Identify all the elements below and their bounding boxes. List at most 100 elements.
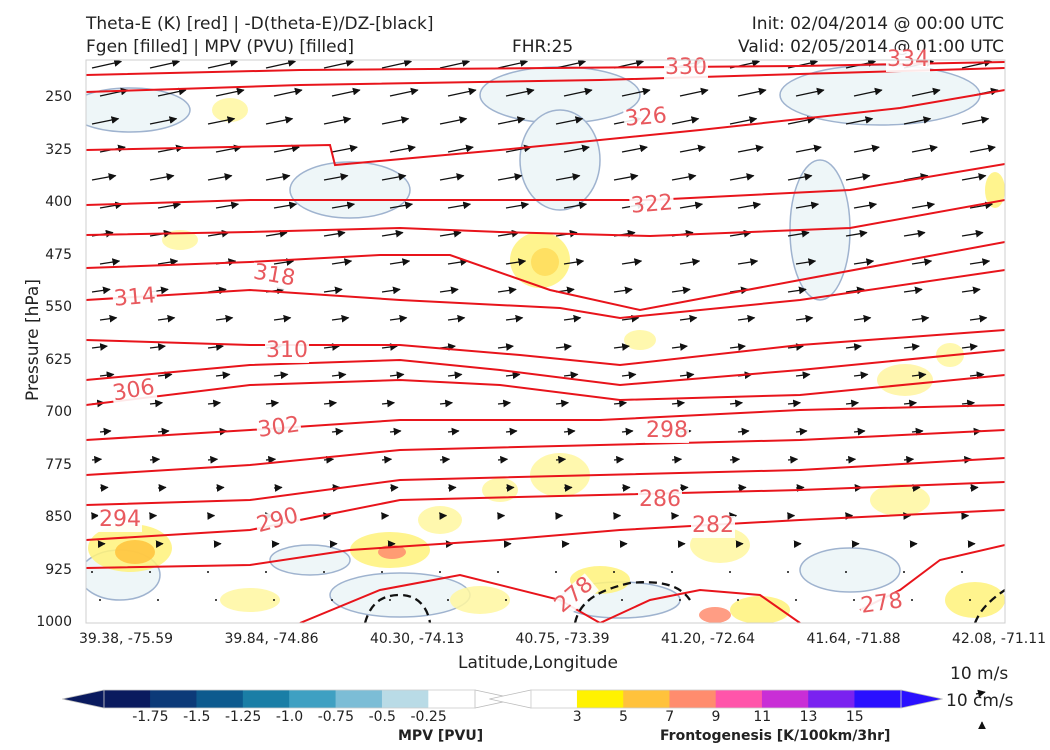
y-tick-label: 775 xyxy=(45,456,72,473)
wind-vector xyxy=(265,173,291,181)
wind-vector xyxy=(215,484,225,492)
wind-vector xyxy=(505,258,527,266)
wind-vector xyxy=(439,455,451,464)
fgen-colorbar-swatch xyxy=(576,690,624,708)
wind-vector xyxy=(845,455,857,464)
wind-vector xyxy=(563,144,590,153)
wind-vector xyxy=(903,343,920,351)
wind-vector xyxy=(381,455,393,464)
theta-e-label-bg xyxy=(551,573,599,619)
wind-vector xyxy=(389,87,419,97)
wind-vector xyxy=(679,484,689,492)
wind-vector xyxy=(497,343,514,351)
wind-vector xyxy=(613,286,633,295)
wind-vector xyxy=(389,599,391,601)
wind-vector xyxy=(795,201,820,210)
wind-vector xyxy=(903,571,905,573)
mpv-colorbar-swatch xyxy=(335,690,383,708)
wind-vector xyxy=(157,484,167,492)
wind-vector xyxy=(787,116,816,125)
wind-vector xyxy=(671,399,686,408)
wind-vector xyxy=(969,484,979,492)
wind-vector xyxy=(621,144,648,153)
wind-vector xyxy=(737,144,764,153)
wind-vector xyxy=(671,571,673,573)
wind-vector xyxy=(389,314,408,323)
wind-vector xyxy=(563,371,579,380)
wind-vector xyxy=(497,60,529,69)
fgen-colorbar-tick: 5 xyxy=(619,709,628,725)
fgen-colorbar-swatch xyxy=(669,690,717,708)
wind-vector xyxy=(795,484,805,492)
wind-vector xyxy=(787,173,813,181)
wind-vector xyxy=(563,87,593,97)
wind-vector xyxy=(389,258,411,266)
wind-vector xyxy=(787,229,810,238)
theta-e-line xyxy=(86,429,1005,476)
wind-vector xyxy=(729,343,746,351)
wind-vector xyxy=(389,371,405,380)
wind-vector xyxy=(149,455,161,464)
wind-vector xyxy=(207,60,239,69)
wind-vector xyxy=(737,599,739,601)
wind-vector xyxy=(91,343,108,351)
wind-vector xyxy=(447,258,469,266)
fgen-region xyxy=(945,582,1005,618)
mpv-colorbar-swatch xyxy=(150,690,198,708)
mpv-region xyxy=(289,161,411,219)
theta-e-line xyxy=(86,481,1005,541)
wind-vector xyxy=(439,173,465,181)
wind-vector xyxy=(961,571,963,573)
fgen-region xyxy=(418,506,462,534)
mpv-colorbar-title: MPV [PVU] xyxy=(398,728,484,744)
wind-vector xyxy=(439,229,462,238)
wind-vector xyxy=(215,87,245,97)
wind-vector xyxy=(555,399,570,408)
wind-vector xyxy=(563,258,585,266)
wind-vector xyxy=(323,343,340,351)
wind-vector xyxy=(911,258,933,266)
mpv-colorbar-extend-low xyxy=(62,689,105,709)
fgen-region xyxy=(624,330,656,350)
wind-vector xyxy=(215,144,242,153)
wind-vector xyxy=(911,87,941,97)
wind-vector xyxy=(99,427,112,436)
wind-vector xyxy=(671,343,688,351)
fgen-colorbar-tick: 7 xyxy=(665,709,675,725)
fgen-colorbar-title: Frontogenesis [K/100km/3hr] xyxy=(660,728,891,744)
theta-e-line xyxy=(86,457,1005,506)
dthetae-dz-line xyxy=(973,589,1005,623)
wind-vector xyxy=(273,314,292,323)
wind-vector xyxy=(903,229,926,238)
theta-e-label: 282 xyxy=(692,513,734,538)
wind-vector xyxy=(331,427,344,436)
valid-label: Valid: 02/05/2014 @ 01:00 UTC xyxy=(738,37,1004,57)
wind-vector xyxy=(215,371,231,380)
wind-vector xyxy=(439,399,454,408)
theta-e-label-bg xyxy=(645,421,689,443)
x-axis-label: Latitude,Longitude xyxy=(458,653,618,673)
mpv-colorbar-swatch xyxy=(381,690,429,708)
wind-vector xyxy=(265,229,288,238)
fgen-colorbar-frame xyxy=(530,689,902,709)
wind-vector xyxy=(207,455,219,464)
theta-e-label: 278 xyxy=(859,588,904,619)
wind-vector xyxy=(389,201,414,210)
dthetae-dz-line xyxy=(363,593,432,623)
wind-vector xyxy=(273,201,298,210)
wind-vector xyxy=(969,201,994,210)
wind-vector xyxy=(903,116,932,125)
wind-vector xyxy=(795,144,822,153)
wind-vector xyxy=(845,286,865,295)
wind-vector xyxy=(903,399,918,408)
wind-vector xyxy=(505,201,530,210)
wind-vector xyxy=(555,571,557,573)
x-tick-label: 41.20, -72.64 xyxy=(660,631,756,647)
wind-vector xyxy=(265,60,297,69)
wind-vector xyxy=(555,116,584,125)
fgen-colorbar-extend-low xyxy=(489,689,532,709)
wind-vector xyxy=(331,201,356,210)
wind-vector xyxy=(679,87,709,97)
wind-vector xyxy=(671,173,697,181)
wind-vector xyxy=(787,455,799,464)
